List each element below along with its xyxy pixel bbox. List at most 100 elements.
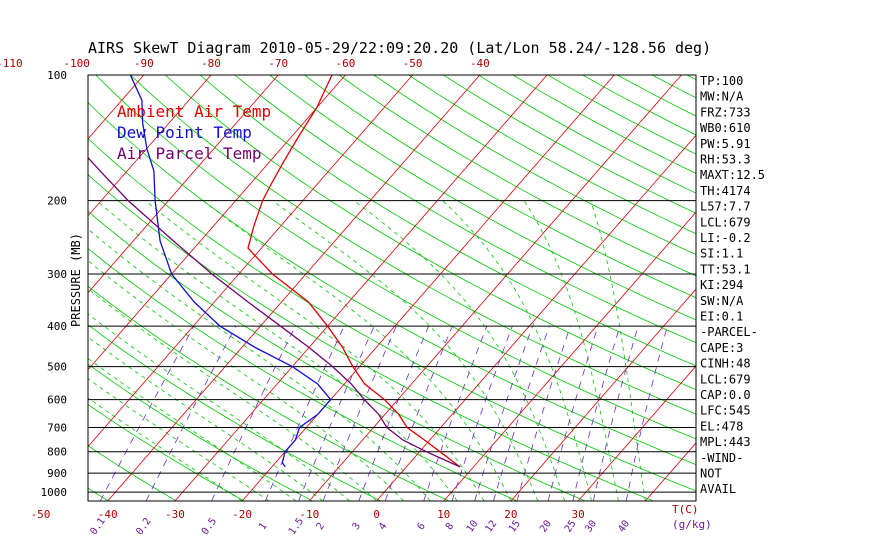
profile-series: [88, 75, 461, 468]
isotherm-line: [241, 75, 615, 501]
legend-entry: Dew Point Temp: [117, 123, 252, 142]
moist-adiabat-line: [272, 200, 539, 501]
dry-adiabat-line: [861, 75, 870, 501]
legend-entry: Ambient Air Temp: [117, 102, 271, 121]
moist-adiabat-line: [96, 200, 458, 501]
mixing-ratio-tick-label: 4: [377, 521, 389, 532]
plot-frame: [87, 74, 697, 502]
pressure-tick-label: 100: [47, 69, 67, 82]
series-line-air-parcel-temp: [88, 156, 461, 468]
mixing-ratio-tick-label: 40: [616, 519, 632, 535]
index-label: RH:53.3: [700, 153, 751, 167]
pressure-tick-label: 900: [47, 467, 67, 480]
top-temperature-tick-label: -70: [268, 57, 288, 70]
index-label: SW:N/A: [700, 294, 744, 308]
isotherms: [0, 75, 696, 501]
mixing-ratio-line: [592, 326, 639, 501]
dry-adiabat-line: [757, 75, 870, 501]
index-label: AVAIL: [700, 482, 736, 496]
index-label: L57:7.7: [700, 200, 751, 214]
isotherm-line: [644, 442, 696, 501]
dry-adiabat-line: [95, 75, 696, 440]
mixing-ratio-tick-label: 0.5: [200, 516, 219, 537]
pressure-axis: 100 200 300 400 500 600 700 800 900 1000: [41, 69, 68, 499]
pressure-tick-label: 1000: [41, 486, 68, 499]
mixing-ratio-tick-label: 10: [465, 519, 481, 535]
mixing-ratio-tick-label: 8: [444, 521, 456, 532]
mixing-ratio-line: [493, 326, 550, 501]
dry-adiabat-line: [338, 75, 696, 277]
bottom-temperature-tick-label: 0: [373, 508, 380, 521]
mixing-ratio-tick-label: 3: [351, 521, 363, 532]
mixing-ratio-tick-label: 12: [483, 518, 499, 534]
dry-adiabats: [0, 75, 870, 501]
mixing-ratio-line: [547, 326, 599, 501]
pressure-tick-label: 600: [47, 394, 67, 407]
moist-adiabat-line: [88, 228, 431, 501]
dry-adiabat-line: [88, 174, 654, 501]
index-label: LFC:545: [700, 404, 751, 418]
bottom-temperature-axis: -50 -40 -30 -20 -10 0 10 20 30: [31, 508, 585, 521]
top-temperature-tick-label: -80: [201, 57, 221, 70]
top-temperature-axis: -120-110-100-90-80-70-60-50-40: [0, 57, 490, 70]
index-label: -PARCEL-: [700, 325, 758, 339]
mixing-ratio-line: [298, 326, 375, 501]
bottom-temperature-tick-label: -40: [98, 508, 118, 521]
top-temperature-tick-label: -90: [134, 57, 154, 70]
mixing-ratio-tick-label: 6: [415, 521, 427, 532]
index-label: CAPE:3: [700, 341, 743, 355]
isobars: [88, 75, 696, 493]
index-label: CAP:0.0: [700, 388, 751, 402]
bottom-temperature-tick-label: -10: [299, 508, 319, 521]
index-label: SI:1.1: [700, 247, 743, 261]
mixing-ratio-line: [99, 326, 195, 501]
index-label: TH:4174: [700, 184, 751, 198]
mixing-ratio-tick-label: 20: [538, 518, 554, 534]
index-label: CINH:48: [700, 357, 751, 371]
mixing-ratio-line: [211, 326, 296, 501]
index-label: TT:53.1: [700, 262, 751, 276]
index-label: EI:0.1: [700, 310, 743, 324]
bottom-temperature-tick-label: 30: [571, 508, 584, 521]
moist-adiabat-line: [88, 288, 377, 501]
mixing-ratio-line: [264, 326, 345, 501]
isotherm-line: [174, 75, 548, 501]
moist-adiabat-line: [88, 313, 350, 501]
pressure-tick-label: 700: [47, 422, 67, 435]
pressure-tick-label: 300: [47, 268, 67, 281]
dry-adiabat-line: [0, 75, 40, 501]
moist-adiabat-line: [353, 200, 566, 501]
x-axis-label: T(C): [672, 503, 699, 516]
top-temperature-tick-label: -40: [470, 57, 490, 70]
isotherm-line: [443, 211, 696, 501]
index-label: MPL:443: [700, 435, 751, 449]
dry-adiabat-line: [304, 75, 696, 299]
moist-adiabat-line: [590, 200, 646, 501]
mixing-ratio-line: [358, 326, 429, 501]
moist-adiabat-line: [88, 260, 404, 501]
mixing-ratio-tick-label: 30: [583, 518, 599, 534]
plot-area: [0, 75, 870, 501]
index-label: -WIND-: [700, 451, 743, 465]
pressure-tick-label: 800: [47, 446, 67, 459]
moist-adiabat-line: [523, 200, 619, 501]
mixing-ratio-tick-label: 1: [257, 521, 269, 532]
top-temperature-tick-label: -50: [403, 57, 423, 70]
isotherm-line: [0, 75, 9, 501]
index-label: NOT: [700, 467, 722, 481]
mixing-ratio-line: [516, 326, 571, 501]
isotherm-line: [577, 365, 696, 501]
dry-adiabat-line: [269, 75, 696, 321]
index-label: MAXT:12.5: [700, 168, 765, 182]
pressure-tick-label: 500: [47, 361, 67, 374]
mixing-ratio-tick-label: 2: [315, 521, 327, 532]
mixing-ratio-line: [384, 326, 453, 501]
top-temperature-tick-label: -60: [335, 57, 355, 70]
mixing-ratio-line: [474, 326, 533, 501]
isotherm-line: [0, 75, 77, 501]
bottom-temperature-tick-label: -30: [165, 508, 185, 521]
isotherm-line: [376, 134, 696, 501]
mixing-ratio-line: [423, 326, 488, 501]
moist-adiabat-line: [88, 397, 243, 501]
